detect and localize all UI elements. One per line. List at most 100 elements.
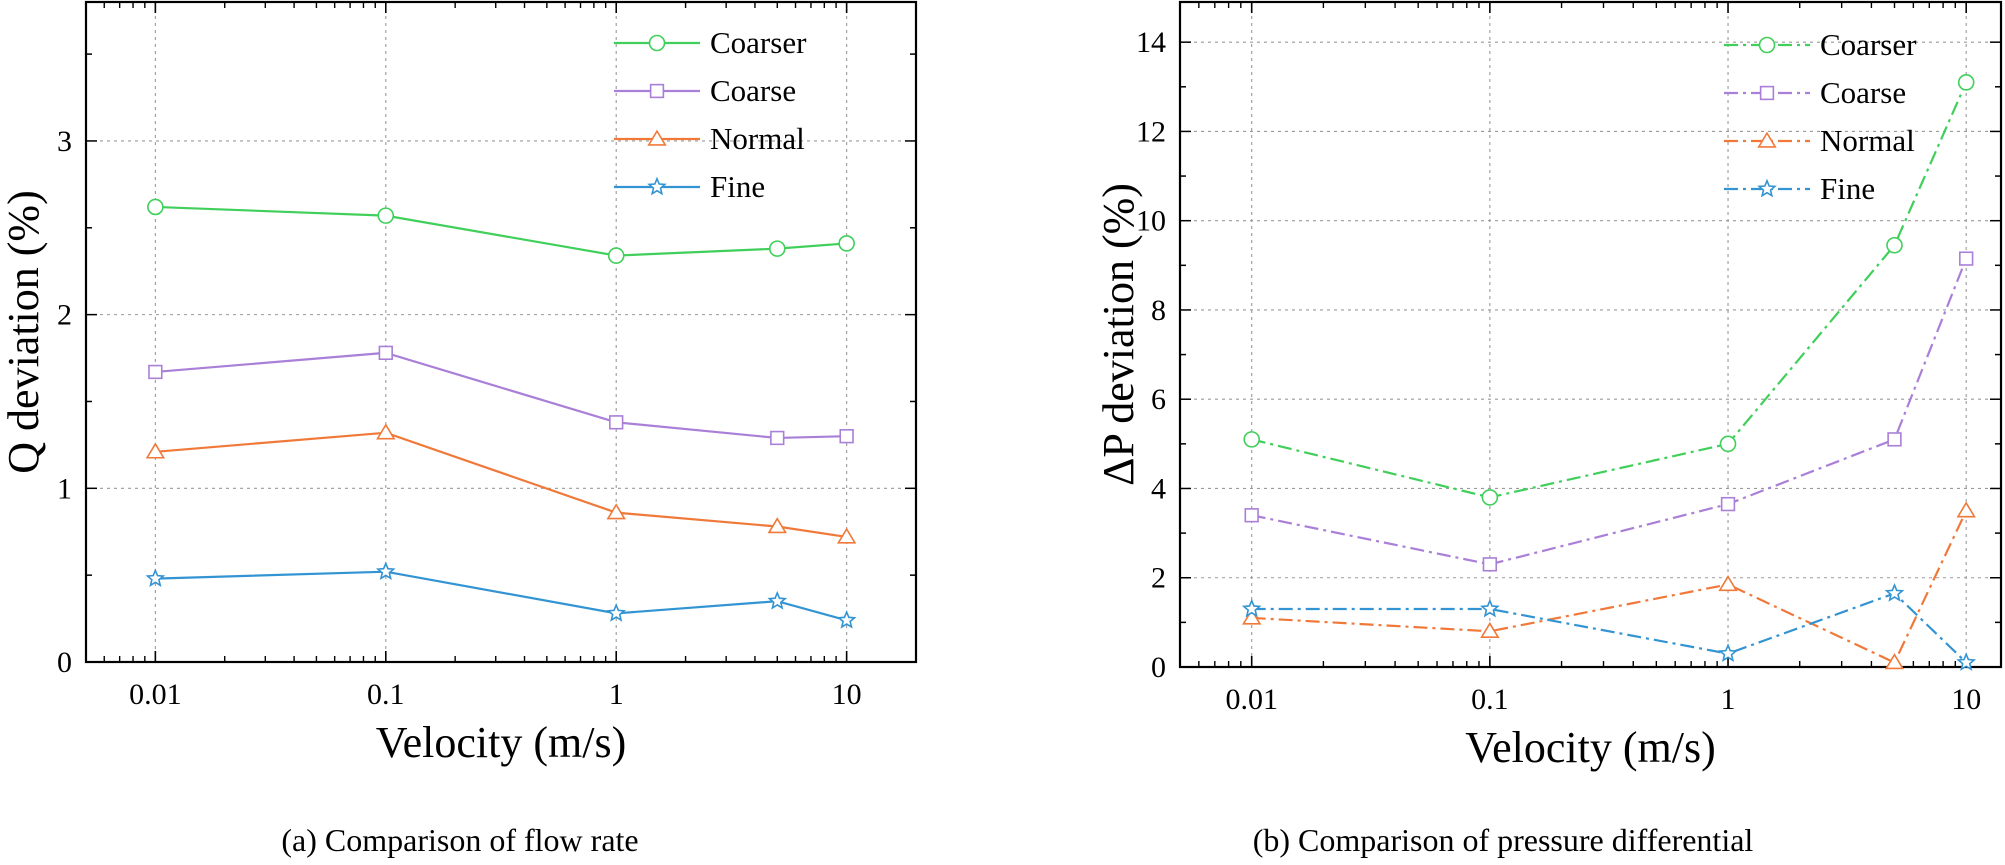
series-line-coarser (155, 205, 847, 257)
data-point-normal (145, 442, 166, 459)
data-point-fine (1241, 598, 1262, 618)
data-point-coarser (1719, 435, 1737, 453)
data-point-fine (767, 590, 788, 610)
series-line-coarse (1251, 258, 1968, 566)
legend-marker (647, 176, 667, 196)
legend-item-coarser: Coarser (1724, 27, 1917, 62)
y-tick-label: 0 (57, 646, 72, 679)
series-line-coarse (155, 351, 847, 440)
data-point-coarse (1244, 508, 1259, 523)
y-tick-label: 4 (1151, 472, 1166, 505)
data-point-coarser (377, 207, 395, 224)
legend-marker (1759, 85, 1775, 101)
x-tick-label: 1 (1721, 683, 1736, 716)
y-tick-label: 3 (57, 125, 72, 158)
legend-label: Fine (710, 169, 765, 204)
data-point-coarse (839, 429, 854, 444)
legend-label: Coarser (1820, 27, 1917, 62)
legend-label: Normal (1820, 123, 1915, 158)
data-point-normal (1718, 575, 1738, 592)
data-point-coarser (768, 240, 786, 257)
legend-item-coarse: Coarse (614, 73, 796, 108)
y-tick-label: 12 (1136, 115, 1166, 148)
legend-item-coarser: Coarser (614, 25, 807, 60)
y-axis-title: Q deviation (%) (0, 190, 48, 473)
plot-frame (1178, 0, 2003, 669)
legend-marker (1758, 36, 1776, 54)
series-line-normal (1251, 510, 1968, 665)
series-line-normal (155, 431, 847, 539)
series-line-fine (1251, 592, 1967, 664)
data-point-fine (836, 609, 857, 629)
legend-item-coarse: Coarse (1724, 75, 1906, 110)
y-tick-label: 1 (57, 472, 72, 505)
x-tick-label: 10 (1951, 683, 1981, 716)
data-point-coarse (148, 364, 163, 380)
y-tick-label: 2 (57, 299, 72, 332)
data-point-normal (376, 423, 396, 440)
data-point-coarser (1886, 236, 1903, 254)
data-point-fine (375, 561, 396, 581)
data-point-coarse (1887, 432, 1902, 447)
legend-marker (647, 129, 667, 146)
data-point-coarser (147, 198, 164, 216)
data-point-coarse (1959, 251, 1974, 266)
data-point-normal (606, 503, 626, 520)
series-normal (145, 423, 857, 544)
legend-marker (1757, 178, 1777, 198)
y-tick-label: 0 (1151, 651, 1166, 684)
legend-label: Fine (1820, 171, 1875, 206)
data-point-fine (1956, 652, 1977, 671)
plot-frame (84, 0, 918, 664)
data-point-normal (1956, 501, 1976, 518)
data-point-coarser (1957, 74, 1975, 91)
x-tick-label: 0.1 (1471, 683, 1509, 716)
x-tick-label: 10 (832, 678, 862, 711)
chart-b-pressure-differential: 0.01 0.1 1 10 0 2 4 6 8 10 12 14 Velocity (m/s) ΔP de… (1094, 0, 2003, 772)
y-tick-label: 6 (1151, 383, 1166, 416)
legend-item-fine: Fine (614, 169, 765, 204)
legend-marker (649, 83, 665, 99)
data-point-coarser (838, 235, 855, 252)
caption-b: (b) Comparison of pressure differential (1252, 822, 1754, 858)
x-axis-title: Velocity (m/s) (1465, 723, 1716, 772)
legend-label: Coarse (1820, 75, 1906, 110)
data-point-coarse (770, 430, 785, 446)
x-tick-label: 0.1 (367, 678, 405, 711)
x-tick-label: 0.01 (129, 678, 182, 711)
legend-item-normal: Normal (1724, 123, 1915, 158)
series-coarse (1244, 251, 1974, 572)
data-point-coarse (378, 345, 393, 361)
legend-marker (1757, 131, 1777, 148)
series-coarser (1243, 74, 1975, 506)
x-axis-title: Velocity (m/s) (376, 718, 627, 767)
series-fine (145, 561, 857, 629)
caption-a: (a) Comparison of flow rate (281, 822, 639, 858)
data-point-coarser (1243, 431, 1260, 448)
series-coarser (147, 198, 855, 264)
data-point-coarse (609, 415, 624, 430)
data-point-coarse (1720, 496, 1736, 512)
y-tick-label: 14 (1136, 26, 1166, 59)
y-axis-title: ΔP deviation (%) (1094, 183, 1143, 486)
series-line-fine (155, 570, 847, 622)
legend-label: Normal (710, 121, 805, 156)
legend-label: Coarse (710, 73, 796, 108)
data-point-normal (1242, 608, 1262, 625)
data-point-fine (1884, 583, 1905, 602)
data-point-normal (1884, 653, 1905, 670)
series-coarse (148, 345, 854, 446)
x-tick-label: 0.01 (1225, 683, 1278, 716)
series-normal (1242, 501, 1976, 670)
data-point-normal (836, 527, 857, 544)
data-point-coarser (1481, 489, 1499, 506)
data-point-normal (1480, 621, 1500, 639)
data-point-normal (767, 517, 787, 534)
series-fine (1241, 583, 1977, 671)
legend-marker (648, 34, 666, 52)
data-point-fine (1480, 598, 1500, 618)
data-point-fine (145, 568, 166, 587)
data-point-fine (1718, 643, 1738, 662)
y-tick-label: 10 (1136, 205, 1166, 238)
legend-item-fine: Fine (1724, 171, 1875, 206)
